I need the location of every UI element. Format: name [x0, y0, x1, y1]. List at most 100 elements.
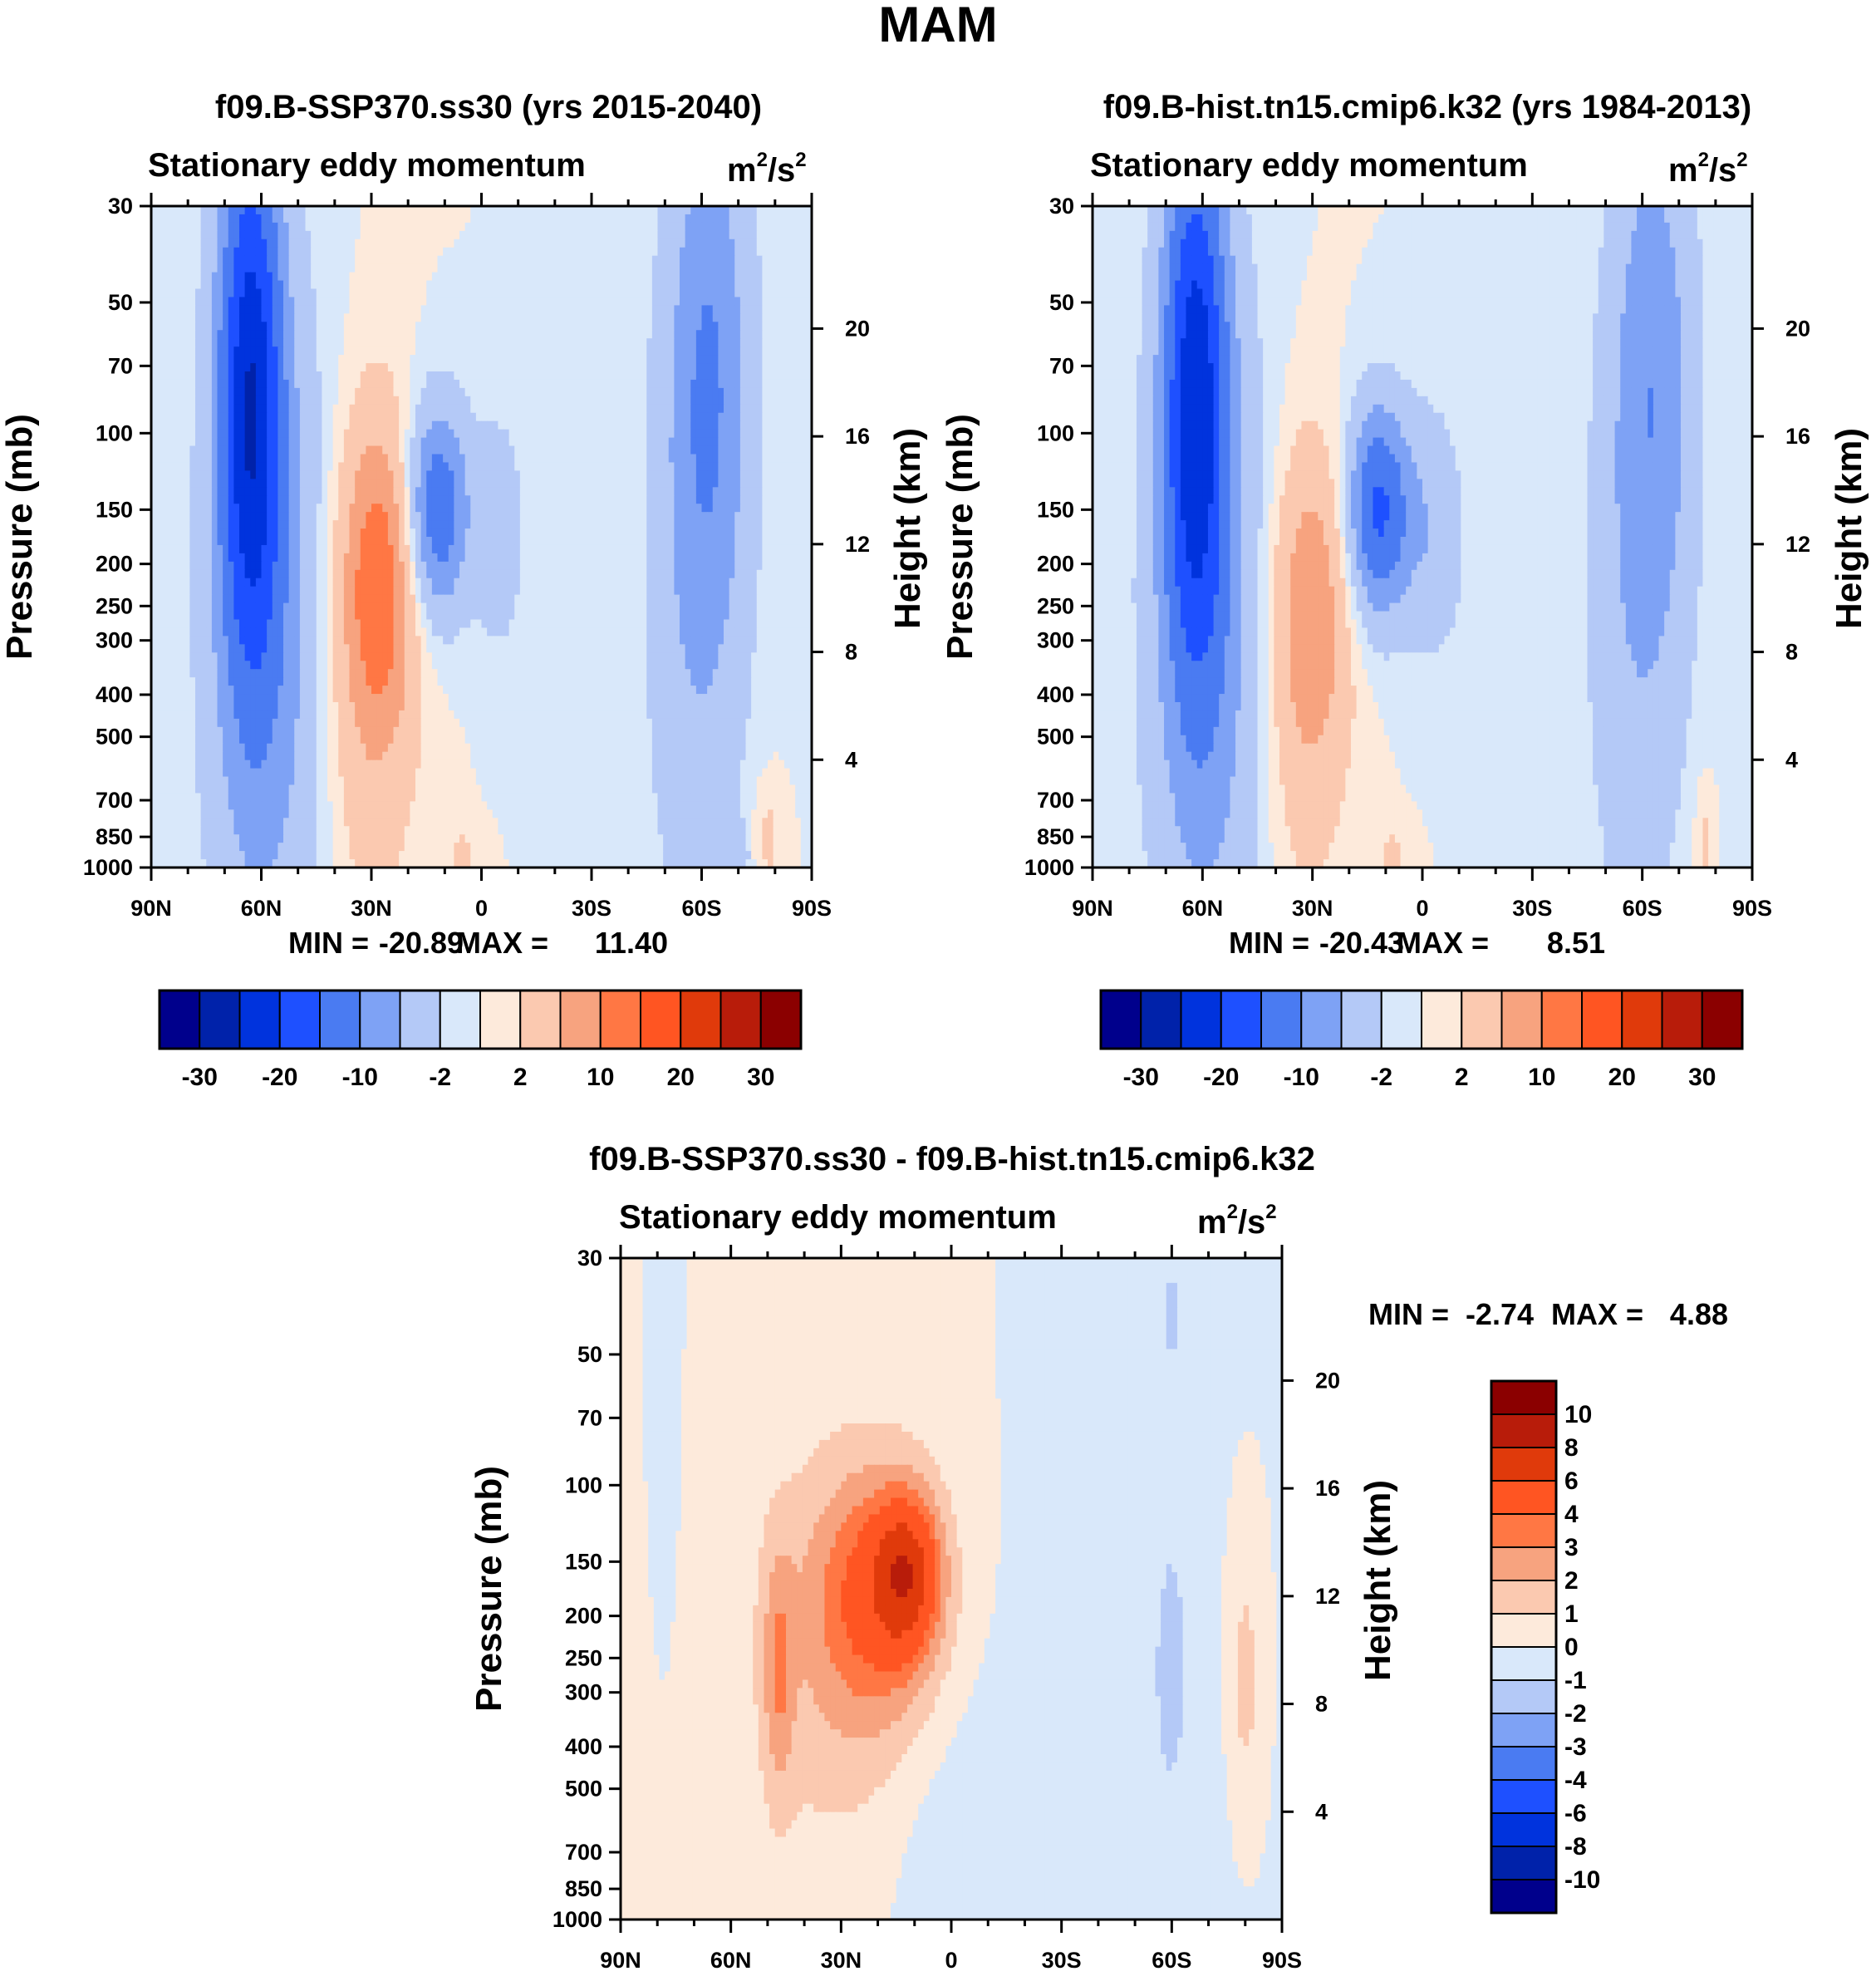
- field-cell: [481, 247, 488, 257]
- field-cell: [762, 504, 769, 513]
- field-cell: [542, 487, 548, 496]
- field-cell: [487, 305, 494, 314]
- field-cell: [217, 520, 223, 529]
- field-cell: [800, 512, 807, 521]
- field-cell: [267, 297, 273, 306]
- field-cell: [206, 462, 213, 471]
- field-cell: [283, 504, 290, 513]
- field-cell: [607, 504, 615, 513]
- field-cell: [316, 230, 322, 240]
- field-cell: [454, 404, 460, 414]
- field-cell: [531, 528, 538, 538]
- field-cell: [624, 222, 631, 232]
- field-cell: [299, 512, 307, 521]
- field-cell: [261, 504, 268, 513]
- field-cell: [371, 528, 378, 538]
- field-cell: [800, 470, 807, 479]
- field-cell: [729, 462, 735, 471]
- field-cell: [514, 479, 521, 488]
- field-cell: [619, 437, 626, 447]
- field-cell: [597, 305, 603, 314]
- field-cell: [514, 470, 521, 479]
- field-cell: [542, 379, 548, 389]
- field-cell: [376, 313, 383, 322]
- field-cell: [250, 512, 257, 521]
- field-cell: [508, 437, 515, 447]
- field-cell: [751, 379, 758, 389]
- field-cell: [327, 495, 334, 504]
- field-cell: [695, 528, 703, 538]
- field-cell: [768, 420, 774, 430]
- field-cell: [404, 512, 410, 521]
- field-cell: [806, 379, 812, 389]
- field-cell: [382, 504, 389, 513]
- field-cell: [404, 528, 410, 538]
- field-cell: [206, 230, 213, 240]
- field-cell: [475, 495, 483, 504]
- field-cell: [563, 222, 571, 232]
- field-cell: [277, 470, 284, 479]
- field-cell: [151, 305, 158, 314]
- field-cell: [162, 520, 169, 529]
- field-cell: [311, 247, 317, 257]
- field-cell: [773, 537, 779, 546]
- field-cell: [211, 230, 219, 240]
- field-cell: [729, 404, 735, 414]
- field-cell: [156, 263, 163, 273]
- field-cell: [724, 214, 730, 224]
- field-cell: [745, 462, 752, 471]
- field-cell: [349, 379, 356, 389]
- field-cell: [382, 487, 389, 496]
- field-cell: [481, 445, 488, 455]
- field-cell: [206, 330, 213, 339]
- field-cell: [695, 280, 703, 290]
- field-cell: [613, 512, 620, 521]
- field-cell: [558, 462, 565, 471]
- field-cell: [712, 272, 719, 282]
- field-cell: [778, 495, 785, 504]
- field-cell: [613, 487, 620, 496]
- field-cell: [542, 206, 548, 215]
- field-cell: [498, 322, 504, 331]
- field-cell: [773, 355, 779, 364]
- field-cell: [311, 338, 317, 347]
- field-cell: [613, 528, 620, 538]
- field-cell: [179, 429, 185, 439]
- field-cell: [548, 338, 554, 347]
- field-cell: [607, 322, 615, 331]
- field-cell: [651, 379, 659, 389]
- field-cell: [789, 355, 796, 364]
- field-cell: [371, 487, 378, 496]
- field-cell: [167, 412, 174, 422]
- field-cell: [173, 412, 179, 422]
- field-cell: [272, 272, 278, 282]
- field-cell: [195, 288, 202, 298]
- field-cell: [487, 297, 494, 306]
- field-cell: [624, 537, 631, 546]
- field-cell: [156, 479, 163, 488]
- field-cell: [288, 330, 295, 339]
- field-cell: [338, 371, 345, 381]
- field-cell: [431, 214, 439, 224]
- field-cell: [420, 437, 427, 447]
- field-cell: [646, 387, 653, 397]
- field-cell: [745, 470, 752, 479]
- field-cell: [360, 238, 366, 248]
- field-cell: [431, 355, 439, 364]
- field-cell: [404, 445, 410, 455]
- field-cell: [498, 404, 504, 414]
- field-cell: [250, 429, 257, 439]
- field-cell: [415, 420, 422, 430]
- field-cell: [228, 396, 234, 406]
- field-cell: [773, 396, 779, 406]
- field-cell: [558, 363, 565, 372]
- field-cell: [244, 305, 251, 314]
- field-cell: [663, 371, 670, 381]
- field-cell: [288, 230, 295, 240]
- field-cell: [685, 297, 691, 306]
- field-cell: [349, 371, 356, 381]
- field-cell: [217, 263, 223, 273]
- field-cell: [756, 445, 763, 455]
- field-cell: [508, 528, 515, 538]
- field-cell: [630, 412, 636, 422]
